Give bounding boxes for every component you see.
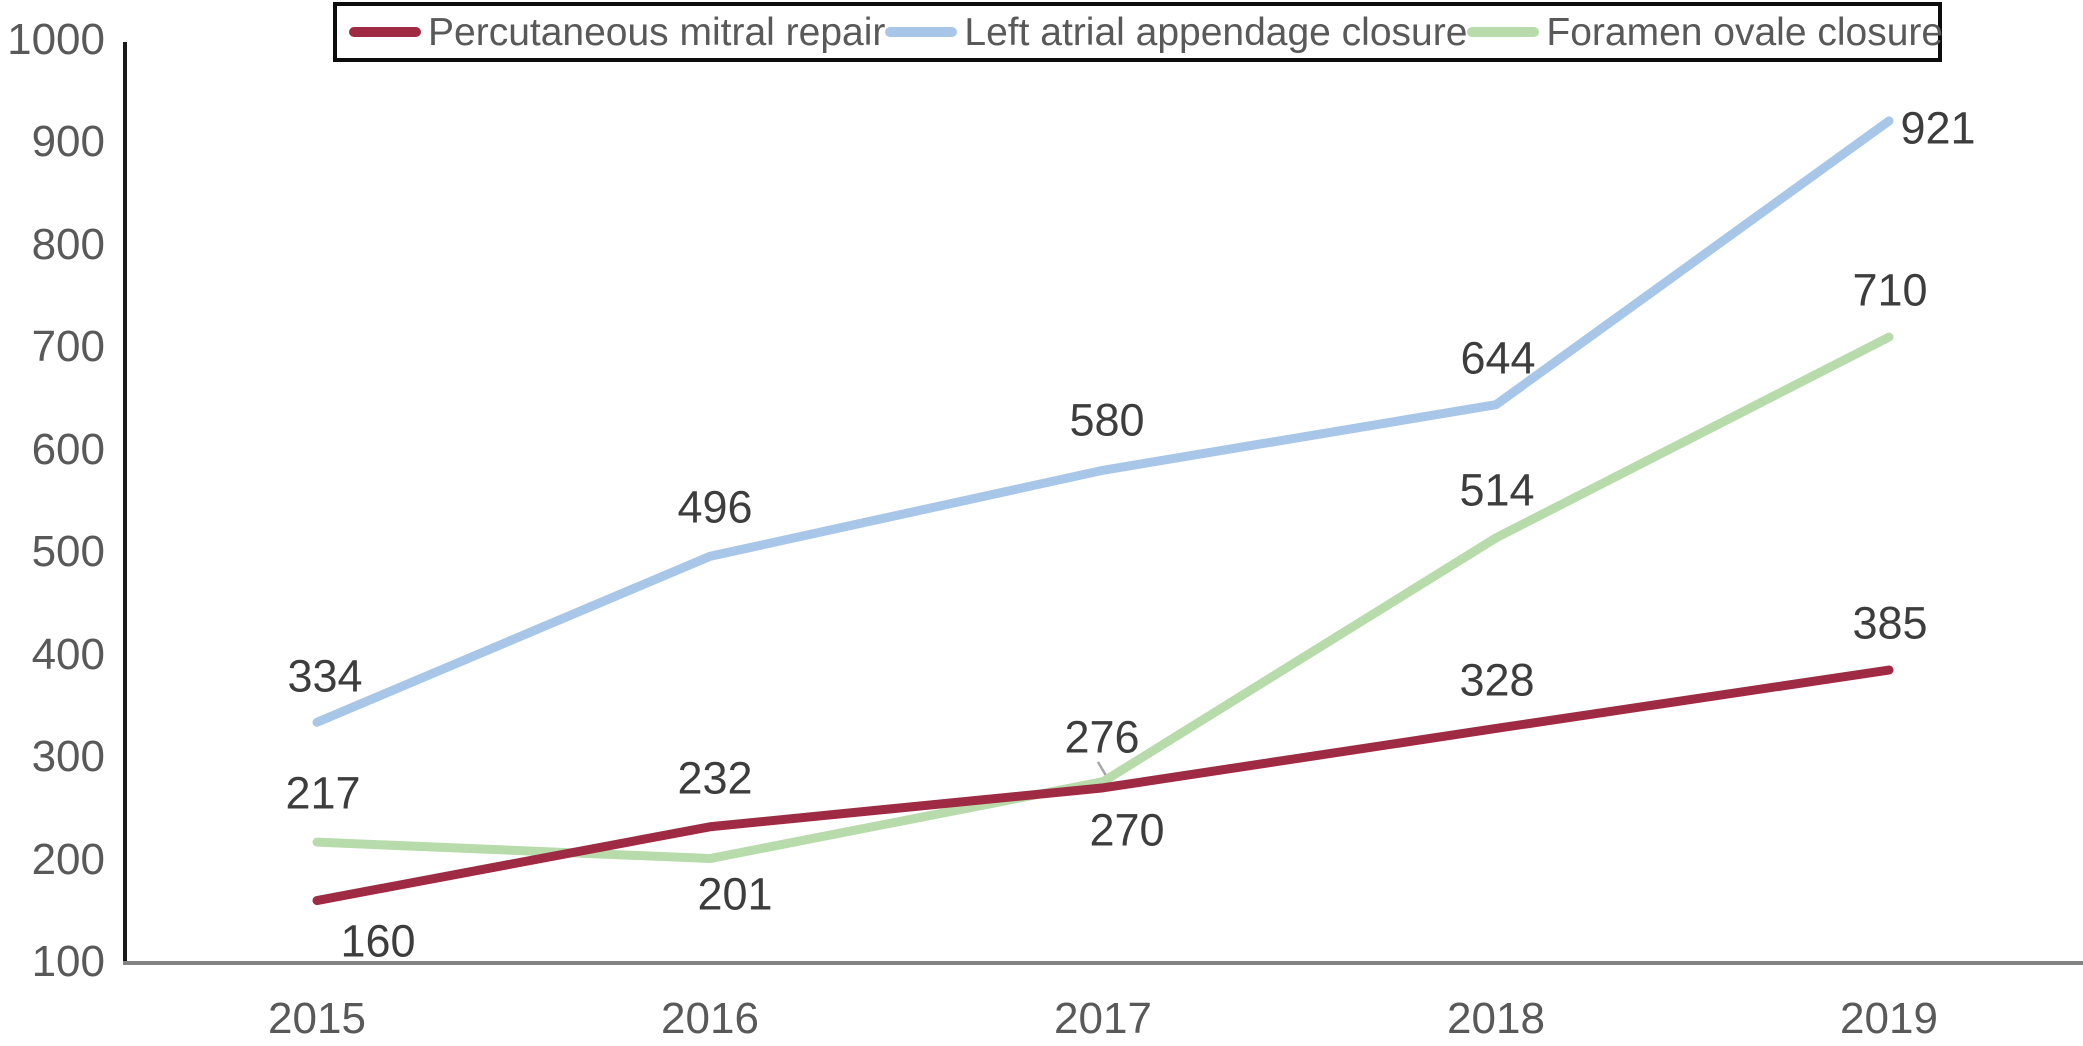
data-label-series-2: 217 <box>285 767 361 819</box>
data-label-series-1: 334 <box>287 650 363 702</box>
data-label-series-1: 496 <box>677 481 753 533</box>
data-label-series-2: 276 <box>1064 711 1140 763</box>
legend-swatch-blue-line <box>885 27 958 37</box>
legend-swatch-red-line <box>349 27 421 37</box>
data-label-series-1: 644 <box>1460 332 1536 384</box>
legend-item-left-atrial-appendage-closure: Left atrial appendage closure <box>885 13 1467 52</box>
legend-label: Foramen ovale closure <box>1546 10 1944 54</box>
y-tick-label: 1000 <box>7 15 105 64</box>
data-label-series-0: 328 <box>1459 654 1535 706</box>
y-tick-label: 800 <box>31 219 105 269</box>
x-tick-label: 2017 <box>1054 994 1152 1043</box>
data-label-series-1: 921 <box>1900 102 1976 154</box>
y-tick-label: 600 <box>31 424 105 474</box>
y-tick-label: 100 <box>31 937 105 986</box>
x-tick-label: 2019 <box>1840 994 1938 1043</box>
data-label-series-2: 710 <box>1852 264 1928 316</box>
y-tick-label: 400 <box>31 629 105 679</box>
data-label-series-1: 580 <box>1069 394 1145 446</box>
legend-label: Left atrial appendage closure <box>964 10 1468 54</box>
data-label-series-0: 160 <box>340 915 416 967</box>
series-line-1 <box>312 116 1894 727</box>
legend-item-foramen-ovale-closure: Foramen ovale closure <box>1467 13 1943 52</box>
x-tick-label: 2018 <box>1447 994 1545 1043</box>
legend-item-percutaneous-mitral-repair: Percutaneous mitral repair <box>349 13 885 52</box>
data-label-series-2: 201 <box>697 868 773 920</box>
x-tick-label: 2015 <box>268 994 366 1043</box>
data-label-series-0: 270 <box>1089 804 1165 856</box>
x-tick-label: 2016 <box>661 994 759 1043</box>
data-label-series-2: 514 <box>1459 464 1535 516</box>
data-label-series-0: 232 <box>677 752 753 804</box>
y-tick-label: 300 <box>31 732 105 782</box>
legend-swatch-green-line <box>1467 27 1540 37</box>
series-line-0 <box>312 665 1894 906</box>
legend-label: Percutaneous mitral repair <box>428 10 886 54</box>
data-label-series-0: 385 <box>1852 597 1928 649</box>
legend-box: Percutaneous mitral repair Left atrial a… <box>333 2 1943 62</box>
y-tick-label: 200 <box>31 834 105 884</box>
y-tick-label: 500 <box>31 527 105 577</box>
y-tick-label: 700 <box>31 322 105 372</box>
y-tick-label: 900 <box>31 117 105 167</box>
